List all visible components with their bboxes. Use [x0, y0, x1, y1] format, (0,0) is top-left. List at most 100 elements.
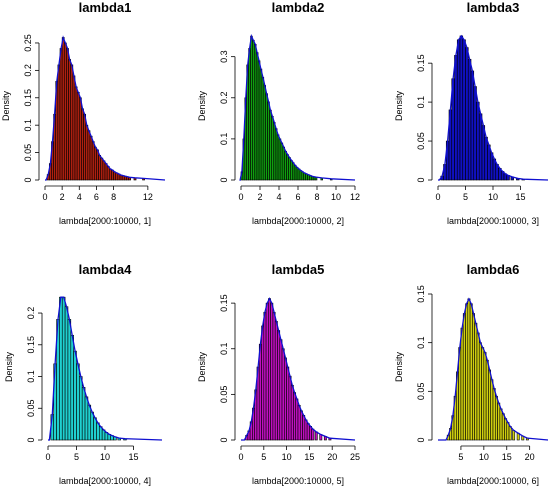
histogram-bar [84, 396, 89, 441]
histogram-bar [485, 359, 489, 441]
histogram-bar [277, 330, 281, 441]
x-tick-label: 20 [525, 452, 535, 462]
histogram-bar [481, 347, 485, 441]
histogram-bar [508, 426, 512, 441]
histogram-bar [270, 302, 274, 441]
histogram-bar [488, 369, 492, 441]
histogram-bar [481, 125, 486, 181]
histogram-bar [106, 165, 110, 181]
histogram-bar [72, 75, 76, 181]
y-tick-label: 0.05 [416, 383, 426, 401]
histogram-bar [465, 47, 469, 181]
histogram-bar [70, 334, 74, 441]
histogram-bar [304, 419, 308, 441]
x-tick-label: 10 [331, 192, 341, 202]
x-tick-label: 2 [257, 192, 262, 202]
y-tick-label: 0.05 [416, 132, 426, 150]
x-tick-label: 0 [435, 192, 440, 202]
panel-title: lambda5 [272, 262, 325, 277]
histogram-bar [274, 321, 278, 441]
y-tick-label: 0.15 [416, 285, 426, 303]
histogram-bar [459, 35, 464, 181]
density-curve [45, 35, 166, 181]
x-tick-label: 4 [77, 192, 82, 202]
histogram-panel-5: lambda5 0 0.05 0.1 0.15 Density 0 5 10 15 20 25 lamb… [197, 262, 360, 486]
histogram-bar [311, 428, 315, 441]
histogram-bar [113, 171, 117, 181]
histogram-bar [61, 296, 66, 441]
histogram-bar [462, 39, 466, 181]
histogram-bar [100, 157, 104, 181]
histogram-bar [279, 339, 283, 441]
x-tick-label: 12 [350, 192, 360, 202]
histogram-bar [67, 319, 72, 441]
y-tick-label: 0.15 [26, 336, 36, 354]
histogram-bar [309, 426, 312, 441]
x-tick-label: 0 [45, 452, 50, 462]
histogram-bar [76, 363, 80, 441]
x-tick-label: 5 [261, 452, 266, 462]
histogram-bar [79, 376, 83, 441]
histogram-bar [476, 101, 480, 181]
panel-title: lambda1 [79, 0, 132, 15]
histogram-bar [265, 302, 269, 441]
histogram-bar [64, 306, 69, 441]
histogram-bar [81, 108, 84, 181]
histogram-bar [299, 410, 303, 441]
x-tick-label: 25 [350, 452, 360, 462]
histogram-bar [476, 332, 480, 441]
histogram-bar [465, 303, 469, 441]
histogram-bar [484, 136, 488, 181]
x-tick-label: 0 [238, 452, 243, 462]
histogram-bar [478, 113, 483, 181]
x-tick-label: 5 [74, 452, 79, 462]
y-tick-label: 0.3 [219, 50, 229, 63]
histogram-bar [87, 130, 91, 181]
histogram-bar [302, 415, 306, 441]
x-axis-label: lambda[2000:10000, 4] [59, 476, 151, 486]
y-axis-label: Density [4, 351, 14, 382]
histogram-bar [83, 113, 87, 181]
y-tick-label: 0.15 [23, 89, 33, 107]
histogram-bar [512, 429, 516, 441]
histogram-bar [70, 64, 74, 181]
histogram-bar [456, 39, 461, 181]
histogram-bar [78, 97, 82, 181]
histogram-bar [96, 422, 100, 441]
histogram-bar [290, 384, 294, 441]
histogram-bar [293, 392, 297, 441]
histogram-bar [470, 70, 475, 181]
histogram-panel-6: lambda6 0 0.05 0.1 0.15 Density 5 10 15 20 lambda[… [394, 262, 549, 486]
x-tick-label: 2 [60, 192, 65, 202]
histogram-bar [467, 58, 472, 181]
x-axis-label: lambda[2000:10000, 6] [447, 476, 539, 486]
histogram-bar [474, 322, 478, 441]
x-tick-label: 10 [479, 452, 489, 462]
y-tick-label: 0 [416, 177, 426, 182]
histogram-bar [483, 352, 487, 441]
histogram-bar [59, 296, 63, 441]
histogram-bar [81, 387, 86, 441]
x-tick-label: 5 [463, 192, 468, 202]
histogram-bar [93, 417, 97, 441]
histogram-bar [85, 124, 89, 181]
x-tick-label: 10 [100, 452, 110, 462]
histogram-bar [286, 366, 290, 441]
y-tick-label: 0.2 [26, 307, 36, 320]
panel-title: lambda3 [467, 0, 520, 15]
histogram-panel-2: lambda2 0 0.1 0.2 0.3 Density 0 2 4 6 8 10 12 lambda[… [197, 0, 360, 226]
y-tick-label: 0.1 [23, 119, 33, 132]
histogram-bar [111, 169, 114, 181]
histogram-bar [90, 411, 94, 441]
x-axis-label: lambda[2000:10000, 5] [252, 476, 344, 486]
histogram-bar [74, 86, 78, 181]
histogram-bar [93, 146, 97, 181]
histogram-panel-4: lambda4 0 0.05 0.1 0.15 0.2 Density 0 5 10 15 lambd… [4, 262, 163, 486]
x-tick-label: 12 [143, 192, 153, 202]
density-curve [438, 34, 549, 181]
histogram-bar [295, 398, 299, 441]
histogram-panel-1: lambda1 0 0.05 0.1 0.15 0.2 0.25 Density 0 2 4 6 8 12… [1, 0, 166, 226]
y-tick-label: 0.05 [26, 399, 36, 417]
density-curve [239, 33, 356, 181]
